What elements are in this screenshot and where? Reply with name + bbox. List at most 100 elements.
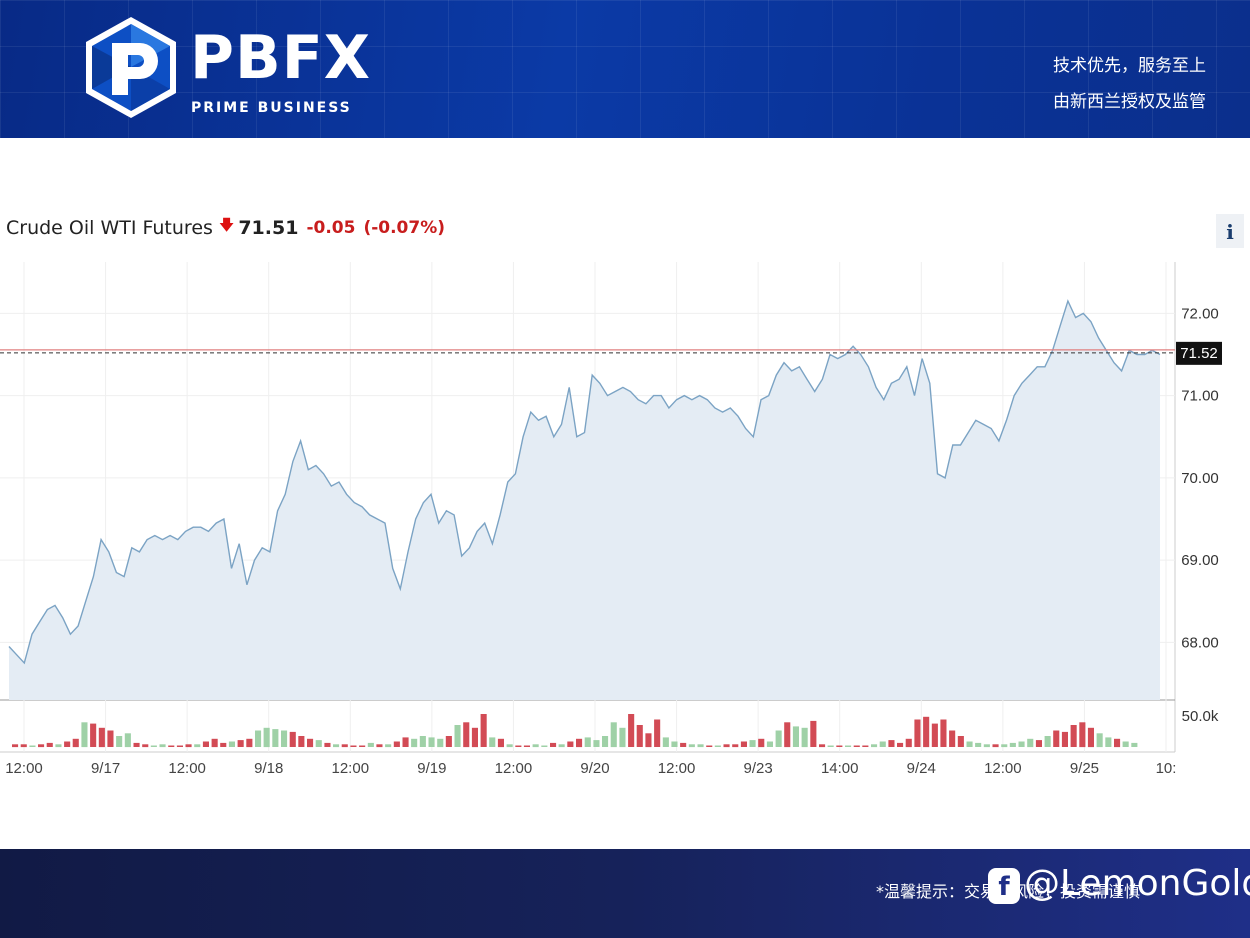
y-tick-label: 68.00 xyxy=(1181,634,1219,651)
volume-bar xyxy=(333,744,340,748)
x-tick-label: 9/19 xyxy=(417,760,446,777)
volume-bar xyxy=(107,730,114,747)
volume-bar xyxy=(871,744,878,748)
x-tick-label: 12:00 xyxy=(984,760,1022,777)
volume-bar xyxy=(853,745,860,747)
volume-bar xyxy=(983,744,990,748)
volume-bar xyxy=(202,741,209,747)
volume-bar xyxy=(758,738,765,748)
volume-bar xyxy=(255,730,262,747)
volume-bar xyxy=(619,727,626,748)
x-tick-label: 9/24 xyxy=(907,760,936,777)
y-tick-label: 69.00 xyxy=(1181,552,1219,569)
volume-bar xyxy=(879,741,886,747)
volume-bar xyxy=(680,742,687,747)
volume-bar xyxy=(862,745,869,747)
volume-bar xyxy=(480,714,487,747)
volume-bar xyxy=(1079,722,1086,748)
volume-bar xyxy=(714,745,721,747)
volume-bar xyxy=(897,742,904,747)
info-button[interactable]: i xyxy=(1216,214,1244,248)
volume-bar xyxy=(359,745,366,747)
footer-banner: *温馨提示：交易有风险，投资需谨慎 f @LemonGold xyxy=(0,849,1250,938)
y-tick-label: 72.00 xyxy=(1181,305,1219,322)
volume-bar xyxy=(550,742,557,747)
volume-bar xyxy=(1044,736,1051,747)
volume-bar xyxy=(966,741,973,747)
volume-bar xyxy=(463,722,470,748)
volume-bar xyxy=(46,742,53,747)
volume-bar xyxy=(168,745,175,747)
volume-bar xyxy=(376,744,383,748)
volume-bar xyxy=(697,744,704,748)
volume-bar xyxy=(957,736,964,747)
x-tick-label: 9/18 xyxy=(254,760,283,777)
volume-bar xyxy=(393,741,400,747)
volume-bar xyxy=(445,736,452,747)
instrument-title-bar: Crude Oil WTI Futures 🡇 71.51 -0.05 (-0.… xyxy=(6,215,445,240)
volume-bar xyxy=(541,745,548,747)
volume-bar xyxy=(411,738,418,748)
price-area xyxy=(9,301,1160,700)
last-price-label: 71.52 xyxy=(1180,345,1218,362)
volume-bar xyxy=(923,716,930,748)
volume-bar xyxy=(1001,744,1008,748)
x-tick-label: 14:00 xyxy=(821,760,859,777)
x-tick-label: 12:00 xyxy=(495,760,533,777)
volume-bar xyxy=(810,720,817,747)
volume-bar xyxy=(263,727,270,748)
volume-bar xyxy=(628,714,635,747)
volume-bar xyxy=(845,745,852,747)
volume-bar xyxy=(515,745,522,747)
volume-bar xyxy=(12,744,19,748)
volume-bar xyxy=(38,744,45,748)
volume-bar xyxy=(914,719,921,747)
volume-bar xyxy=(428,737,435,747)
volume-bar xyxy=(836,745,843,747)
volume-bar xyxy=(1114,738,1121,748)
volume-bar xyxy=(133,742,140,747)
volume-bar xyxy=(419,736,426,747)
volume-bar xyxy=(706,745,713,747)
volume-bar xyxy=(1131,742,1138,747)
volume-bar xyxy=(176,745,183,747)
volume-bar xyxy=(992,744,999,748)
down-arrow-icon: 🡇 xyxy=(218,217,235,234)
volume-bar xyxy=(1018,741,1025,747)
volume-bar xyxy=(602,736,609,747)
volume-bar xyxy=(454,725,461,747)
volume-bar xyxy=(1009,742,1016,747)
x-tick-label: 12:00 xyxy=(658,760,696,777)
volume-bar xyxy=(185,744,192,748)
volume-bar xyxy=(298,736,305,747)
volume-bar xyxy=(1122,741,1129,747)
volume-bar xyxy=(636,725,643,747)
volume-bar xyxy=(662,737,669,747)
last-price-label-bg xyxy=(1176,341,1222,365)
volume-bar xyxy=(506,744,513,748)
volume-bar xyxy=(532,744,539,748)
volume-bar xyxy=(975,742,982,747)
volume-bar xyxy=(931,723,938,747)
x-tick-label: 9/23 xyxy=(744,760,773,777)
volume-bar xyxy=(1105,737,1112,747)
volume-bar xyxy=(784,722,791,748)
x-tick-label: 9/25 xyxy=(1070,760,1099,777)
volume-bar xyxy=(90,723,97,747)
x-tick-label: 9/20 xyxy=(580,760,609,777)
instrument-name: Crude Oil WTI Futures xyxy=(6,216,213,239)
header-grid-pattern xyxy=(0,0,1250,138)
volume-bar xyxy=(385,744,392,748)
slogan-line-2: 由新西兰授权及监管 xyxy=(1053,92,1206,112)
volume-bar xyxy=(1027,738,1034,748)
volume-bar xyxy=(671,741,678,747)
volume-bar xyxy=(645,733,652,748)
watermark-handle: @LemonGold xyxy=(1024,863,1250,904)
volume-bar xyxy=(341,744,348,748)
volume-bar xyxy=(159,744,166,748)
price-chart[interactable]: 71.52 12:00 9/17 12:00 9/18 12:00 9/19 12:00 9/… xyxy=(0,262,1250,792)
volume-bar xyxy=(315,740,322,747)
volume-bar xyxy=(558,744,565,748)
x-tick-label: 10: xyxy=(1156,760,1177,777)
volume-bar xyxy=(281,730,288,747)
